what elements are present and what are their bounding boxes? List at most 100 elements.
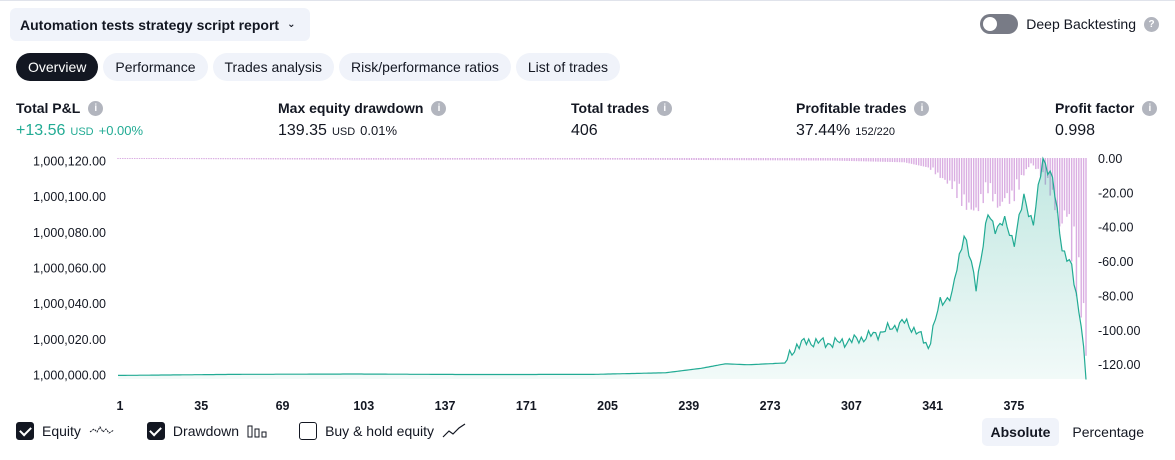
drawdown-bar xyxy=(992,158,994,202)
drawdown-bar xyxy=(286,158,289,160)
drawdown-bar xyxy=(700,158,702,161)
drawdown-bar xyxy=(155,158,157,159)
drawdown-bar xyxy=(1030,158,1032,164)
tab-trades-analysis[interactable]: Trades analysis xyxy=(212,53,335,81)
x-axis-tick-label: 341 xyxy=(922,399,943,413)
drawdown-bar xyxy=(564,158,566,160)
drawdown-bar xyxy=(922,158,925,167)
drawdown-bar xyxy=(628,158,631,160)
drawdown-bar xyxy=(865,158,867,162)
drawdown-bar xyxy=(160,158,162,160)
drawdown-bar xyxy=(200,158,203,160)
drawdown-bar xyxy=(970,158,972,210)
equity-drawdown-chart[interactable]: 1,000,120.00 1,000,100.00 1,000,080.00 1,00… xyxy=(0,150,1175,415)
drawdown-bar xyxy=(298,158,301,160)
drawdown-bar xyxy=(267,158,270,160)
drawdown-bar xyxy=(1047,158,1049,178)
drawdown-bar xyxy=(198,158,200,160)
drawdown-bar xyxy=(817,158,820,161)
drawdown-bar xyxy=(143,158,146,159)
drawdown-bar xyxy=(404,158,406,160)
tab-performance[interactable]: Performance xyxy=(103,53,208,81)
drawdown-bar xyxy=(454,158,456,160)
drawdown-bar xyxy=(442,158,444,160)
drawdown-bar xyxy=(822,158,824,161)
help-icon[interactable]: ? xyxy=(1144,16,1159,32)
tab-list-of-trades[interactable]: List of trades xyxy=(515,53,621,81)
info-icon[interactable]: i xyxy=(88,100,104,116)
drawdown-bar xyxy=(186,158,189,160)
legend-equity[interactable]: Equity xyxy=(16,422,115,440)
drawdown-bar xyxy=(798,158,800,161)
drawdown-bar xyxy=(980,158,982,195)
drawdown-bar xyxy=(932,158,934,168)
drawdown-bar xyxy=(829,158,831,161)
mode-percentage-button[interactable]: Percentage xyxy=(1072,424,1144,440)
drawdown-bar xyxy=(681,158,683,160)
drawdown-bar xyxy=(394,158,396,160)
drawdown-bar xyxy=(999,158,1001,207)
drawdown-bar xyxy=(172,158,174,160)
tab-overview[interactable]: Overview xyxy=(16,53,99,81)
drawdown-bar xyxy=(796,158,798,161)
drawdown-bar xyxy=(917,158,920,166)
drawdown-bar xyxy=(239,158,241,160)
drawdown-bar xyxy=(712,158,714,161)
deep-backtesting-toggle[interactable] xyxy=(980,14,1019,34)
info-icon[interactable]: i xyxy=(914,100,930,116)
drawdown-bar xyxy=(224,158,227,160)
drawdown-bar xyxy=(721,158,724,161)
drawdown-bar xyxy=(184,158,186,160)
drawdown-bar xyxy=(502,158,504,160)
metric-value: 406 xyxy=(571,122,598,139)
drawdown-bar xyxy=(621,158,624,160)
drawdown-bar xyxy=(318,158,320,160)
report-title-dropdown[interactable]: Automation tests strategy script report … xyxy=(10,8,310,41)
legend-drawdown[interactable]: Drawdown xyxy=(146,422,267,440)
drawdown-bar xyxy=(540,158,542,160)
info-icon[interactable]: i xyxy=(1142,100,1158,116)
drawdown-bar xyxy=(920,158,922,166)
drawdown-bar xyxy=(537,158,540,160)
drawdown-bar xyxy=(1080,158,1082,318)
drawdown-bar xyxy=(1015,158,1018,180)
drawdown-bar xyxy=(836,158,839,161)
drawdown-bar xyxy=(308,158,310,160)
drawdown-bar xyxy=(420,158,423,160)
drawdown-bar xyxy=(647,158,650,160)
drawdown-bar xyxy=(122,158,124,159)
drawdown-bar xyxy=(607,158,609,160)
drawdown-bar xyxy=(1039,158,1042,177)
left-axis-tick-label: 1,000,060.00 xyxy=(33,262,106,276)
drawdown-bar xyxy=(162,158,165,160)
info-icon[interactable]: i xyxy=(657,100,673,116)
tab-risk-performance-ratios[interactable]: Risk/performance ratios xyxy=(339,53,511,81)
drawdown-bar xyxy=(602,158,604,160)
drawdown-bar xyxy=(466,158,468,160)
drawdown-bar xyxy=(439,158,442,160)
drawdown-bar xyxy=(554,158,557,160)
drawdown-bar xyxy=(145,158,148,159)
drawdown-bar xyxy=(196,158,198,160)
buy-hold-checkbox[interactable] xyxy=(299,422,318,440)
drawdown-bar xyxy=(191,158,193,160)
drawdown-bar xyxy=(506,158,509,160)
right-axis-tick-label: -20.00 xyxy=(1098,186,1133,200)
drawdown-bar xyxy=(339,158,341,160)
drawdown-bar xyxy=(399,158,401,160)
drawdown-bar xyxy=(1066,158,1068,217)
drawdown-checkbox[interactable] xyxy=(146,422,165,440)
drawdown-bar xyxy=(949,158,951,181)
drawdown-bar xyxy=(396,158,399,160)
drawdown-bar xyxy=(736,158,738,161)
legend-buy-hold-equity[interactable]: Buy & hold equity xyxy=(299,422,466,440)
drawdown-bar xyxy=(683,158,686,160)
drawdown-bar xyxy=(1025,158,1027,170)
drawdown-bar xyxy=(504,158,506,160)
drawdown-bar xyxy=(623,158,626,160)
equity-checkbox[interactable] xyxy=(16,422,34,440)
drawdown-bar xyxy=(863,158,865,162)
mode-absolute-button[interactable]: Absolute xyxy=(981,418,1060,446)
info-icon[interactable]: i xyxy=(431,100,447,116)
drawdown-bar xyxy=(659,158,662,160)
